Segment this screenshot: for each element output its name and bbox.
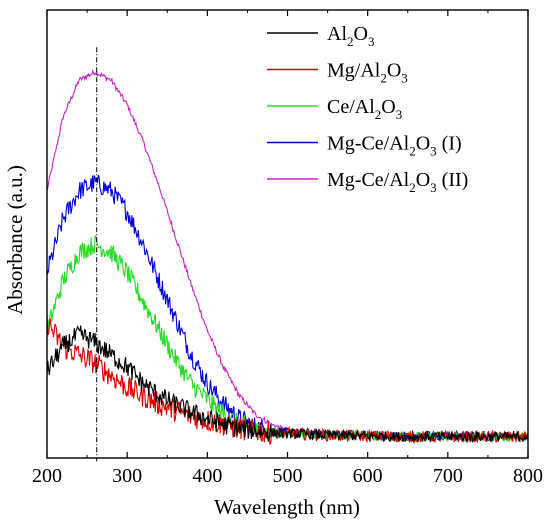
x-axis-label: Wavelength (nm) [214, 495, 360, 519]
x-tick-label: 800 [513, 465, 543, 487]
x-tick-label: 200 [32, 465, 62, 487]
x-tick-label: 300 [112, 465, 142, 487]
series-line-mg-al2o3 [47, 313, 528, 446]
legend-label: Mg-Ce/Al2O3 (I) [327, 133, 462, 159]
plot-frame [46, 9, 529, 459]
legend: Al2O3 Mg/Al2O3 Ce/Al2O3 Mg-Ce/Al2O3 (I) Mg-C… [267, 23, 468, 195]
x-tick-label: 500 [273, 465, 303, 487]
series-lines [47, 68, 528, 446]
series-line-mg-ce-al2o3-i- [47, 174, 528, 442]
legend-entry: Ce/Al2O3 [267, 96, 402, 122]
legend-entry: Mg-Ce/Al2O3 (II) [267, 169, 468, 195]
legend-label: Mg-Ce/Al2O3 (II) [327, 169, 468, 195]
axes: 200 300 400 500 600 700 800 [32, 9, 543, 487]
series-line-al2o3 [47, 325, 528, 444]
series-line-ce-al2o3 [47, 235, 528, 444]
legend-label: Mg/Al2O3 [327, 60, 408, 86]
legend-label: Al2O3 [327, 23, 374, 49]
x-tick-label: 700 [433, 465, 463, 487]
legend-entry: Al2O3 [267, 23, 374, 49]
legend-entry: Mg/Al2O3 [267, 60, 408, 86]
legend-entry: Mg-Ce/Al2O3 (I) [267, 133, 462, 159]
x-tick-label: 400 [192, 465, 222, 487]
legend-label: Ce/Al2O3 [327, 96, 402, 122]
x-tick-label: 600 [353, 465, 383, 487]
plot-area [47, 47, 528, 462]
y-axis-label: Absorbance (a.u.) [3, 165, 27, 315]
